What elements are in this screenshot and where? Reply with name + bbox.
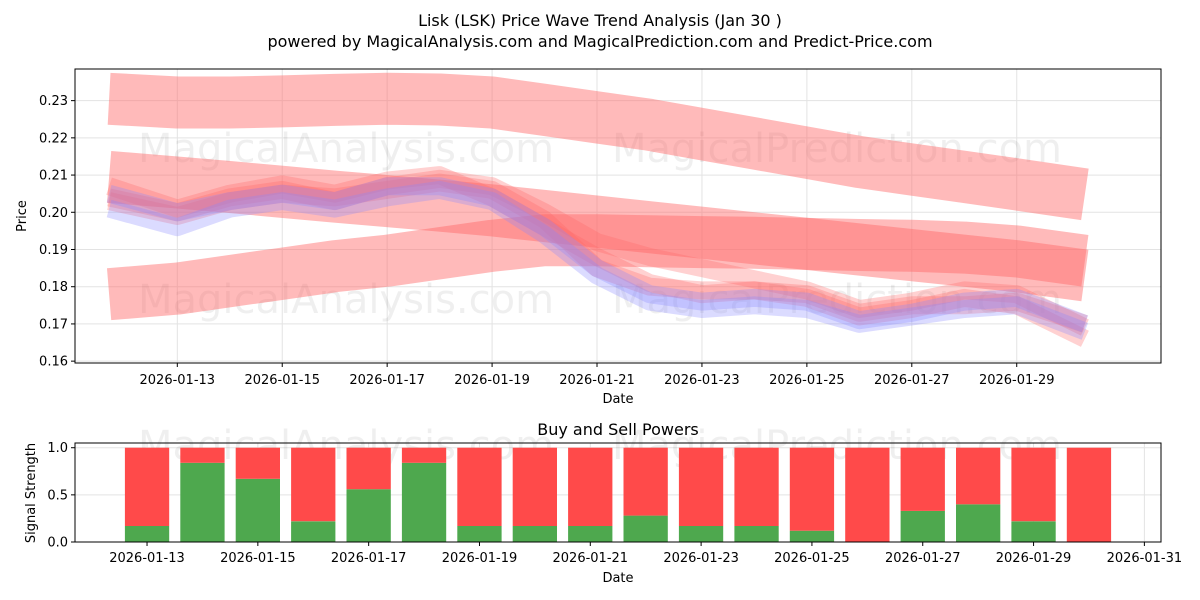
signal-xtick-label: 2026-01-31: [1107, 551, 1183, 566]
price-series-wave-1: [107, 169, 1089, 336]
signal-xtick-label: 2026-01-17: [331, 551, 407, 566]
signal-title: Buy and Sell Powers: [537, 420, 699, 439]
sell-bar: [457, 447, 502, 526]
sell-bar: [789, 447, 835, 531]
signal-bars: [124, 447, 1112, 542]
price-y-label: Price: [15, 200, 30, 232]
sell-bar: [1066, 447, 1112, 542]
sell-bar: [124, 447, 170, 526]
sell-bar: [678, 447, 724, 526]
buy-bar: [568, 526, 613, 542]
price-xtick-label: 2026-01-21: [559, 373, 635, 388]
price-xtick-label: 2026-01-19: [454, 373, 530, 388]
price-series-wave-5: [106, 180, 1089, 340]
signal-ytick-label: 0.5: [47, 488, 68, 503]
price-ytick-label: 0.17: [39, 317, 68, 332]
price-xtick-label: 2026-01-29: [979, 373, 1055, 388]
watermark-analysis: MagicalAnalysis.com: [138, 126, 554, 172]
sell-bar: [845, 447, 890, 542]
price-xtick-label: 2026-01-23: [664, 373, 740, 388]
buy-bar: [512, 526, 557, 542]
signal-xtick-label: 2026-01-25: [774, 551, 850, 566]
price-series-wave-4: [106, 177, 1089, 333]
signal-xtick-label: 2026-01-19: [442, 551, 518, 566]
price-ytick-label: 0.21: [39, 169, 68, 184]
price-ytick-label: 0.19: [39, 243, 68, 258]
signal-axes: 0.0 0.5 1.0 2026-01-13 2026-01-15 2026-01-17 2…: [47, 441, 1182, 566]
price-x-label: Date: [602, 392, 633, 407]
price-series-wave-2: [106, 166, 1089, 347]
price-xtick-label: 2026-01-25: [769, 373, 845, 388]
buy-bar: [734, 526, 779, 542]
price-series-upper-channel: [107, 72, 1089, 221]
signal-ytick-label: 0.0: [47, 536, 68, 551]
sell-bar: [734, 447, 779, 526]
sell-bar: [623, 447, 668, 516]
signal-y-label: Signal Strength: [24, 443, 39, 543]
price-series-wave-3: [107, 173, 1088, 333]
buy-bar: [623, 515, 668, 542]
signal-xtick-label: 2026-01-27: [885, 551, 961, 566]
price-ytick-label: 0.16: [39, 355, 68, 370]
price-plot-area: [75, 69, 1161, 363]
price-ytick-label: 0.23: [39, 94, 68, 109]
sell-bar: [956, 447, 1001, 505]
buy-bar: [346, 489, 391, 542]
price-ytick-label: 0.20: [39, 206, 68, 221]
price-xtick-label: 2026-01-13: [140, 373, 216, 388]
signal-x-label: Date: [602, 571, 633, 586]
buy-bar: [900, 510, 945, 542]
price-panel: MagicalAnalysis.com MagicalPrediction.co…: [15, 68, 1162, 407]
signal-xtick-label: 2026-01-21: [553, 551, 629, 566]
signal-xtick-label: 2026-01-29: [996, 551, 1072, 566]
sell-bar: [346, 447, 391, 490]
price-ytick-label: 0.18: [39, 280, 68, 295]
signal-xtick-label: 2026-01-13: [109, 551, 185, 566]
price-series-mid-channel: [106, 150, 1089, 302]
price-xtick-label: 2026-01-15: [244, 373, 320, 388]
chart-title: Lisk (LSK) Price Wave Trend Analysis (Ja…: [418, 11, 782, 30]
sell-bar: [900, 447, 945, 511]
price-xtick-label: 2026-01-17: [349, 373, 425, 388]
signal-ytick-label: 1.0: [47, 441, 68, 456]
chart-subtitle: powered by MagicalAnalysis.com and Magic…: [267, 32, 932, 51]
buy-bar: [956, 504, 1001, 542]
price-axes: 0.16 0.17 0.18 0.19 0.20 0.21 0.22 0.23 2026-01-…: [39, 94, 1054, 388]
sell-bar: [512, 447, 557, 526]
price-ytick-label: 0.22: [39, 131, 68, 146]
sell-bar: [401, 447, 447, 463]
price-plot-frame: [74, 68, 1162, 364]
watermark-prediction: MagicalPrediction.com: [612, 126, 1062, 172]
sell-bar: [180, 447, 225, 463]
buy-bar: [291, 521, 336, 542]
sell-bar: [235, 447, 280, 479]
signal-plot-frame: [74, 442, 1162, 543]
buy-bar: [180, 462, 225, 542]
watermark-prediction-2: MagicalPrediction.com: [612, 277, 1062, 323]
buy-bar: [457, 526, 502, 542]
price-grid: [75, 69, 1161, 363]
signal-xtick-label: 2026-01-23: [663, 551, 739, 566]
buy-bar: [1011, 521, 1056, 542]
buy-bar: [789, 530, 835, 542]
sell-bar: [568, 447, 613, 526]
signal-xtick-label: 2026-01-15: [220, 551, 296, 566]
signal-panel: Buy and Sell Powers MagicalAnalysis.com …: [24, 420, 1182, 586]
buy-bar: [124, 526, 170, 542]
buy-bar: [401, 462, 447, 542]
price-xtick-label: 2026-01-27: [874, 373, 950, 388]
sell-bar: [1011, 447, 1056, 522]
sell-bar: [291, 447, 336, 522]
buy-bar: [678, 526, 724, 542]
price-series-lower-channel: [106, 214, 1089, 321]
buy-bar: [235, 478, 280, 542]
price-series: [106, 72, 1089, 347]
watermark-analysis-2: MagicalAnalysis.com: [138, 277, 554, 323]
